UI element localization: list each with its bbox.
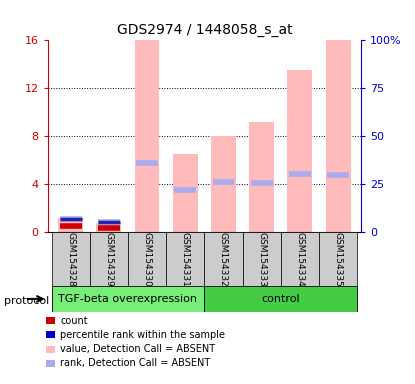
Bar xyxy=(211,136,236,232)
Text: percentile rank within the sample: percentile rank within the sample xyxy=(60,330,225,340)
Text: GSM154329: GSM154329 xyxy=(104,232,113,286)
Bar xyxy=(166,232,205,286)
Bar xyxy=(58,218,83,232)
Text: GSM154332: GSM154332 xyxy=(219,232,228,286)
Text: rank, Detection Call = ABSENT: rank, Detection Call = ABSENT xyxy=(60,358,210,368)
Text: GSM154333: GSM154333 xyxy=(257,232,266,286)
Bar xyxy=(90,232,128,286)
Text: count: count xyxy=(60,316,88,326)
Bar xyxy=(128,232,166,286)
Bar xyxy=(288,70,312,232)
Bar xyxy=(249,122,274,232)
Text: GSM154335: GSM154335 xyxy=(334,232,343,286)
Bar xyxy=(319,232,357,286)
Bar xyxy=(205,286,357,312)
Bar xyxy=(243,232,281,286)
Text: GSM154328: GSM154328 xyxy=(66,232,75,286)
Text: GSM154331: GSM154331 xyxy=(181,232,190,286)
Bar xyxy=(51,286,205,312)
Text: value, Detection Call = ABSENT: value, Detection Call = ABSENT xyxy=(60,344,215,354)
Text: GSM154334: GSM154334 xyxy=(295,232,305,286)
Text: control: control xyxy=(261,294,300,304)
Bar xyxy=(281,232,319,286)
Bar xyxy=(134,40,159,232)
Bar xyxy=(326,40,351,232)
Text: protocol: protocol xyxy=(4,296,49,306)
Bar xyxy=(51,232,90,286)
Title: GDS2974 / 1448058_s_at: GDS2974 / 1448058_s_at xyxy=(117,23,292,36)
Text: TGF-beta overexpression: TGF-beta overexpression xyxy=(59,294,198,304)
Bar xyxy=(205,232,243,286)
Bar xyxy=(173,154,198,232)
Text: GSM154330: GSM154330 xyxy=(143,232,151,286)
Bar xyxy=(96,223,121,232)
